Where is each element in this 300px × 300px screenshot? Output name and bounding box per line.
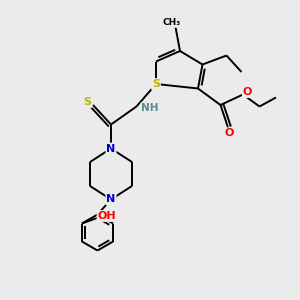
Text: OH: OH — [98, 211, 116, 221]
Text: N: N — [106, 194, 116, 205]
Text: S: S — [152, 79, 160, 89]
Text: N: N — [106, 143, 116, 154]
Text: CH₃: CH₃ — [163, 18, 181, 27]
Text: NH: NH — [141, 103, 159, 113]
Text: S: S — [84, 97, 92, 107]
Text: O: O — [243, 87, 252, 97]
Text: O: O — [225, 128, 234, 139]
